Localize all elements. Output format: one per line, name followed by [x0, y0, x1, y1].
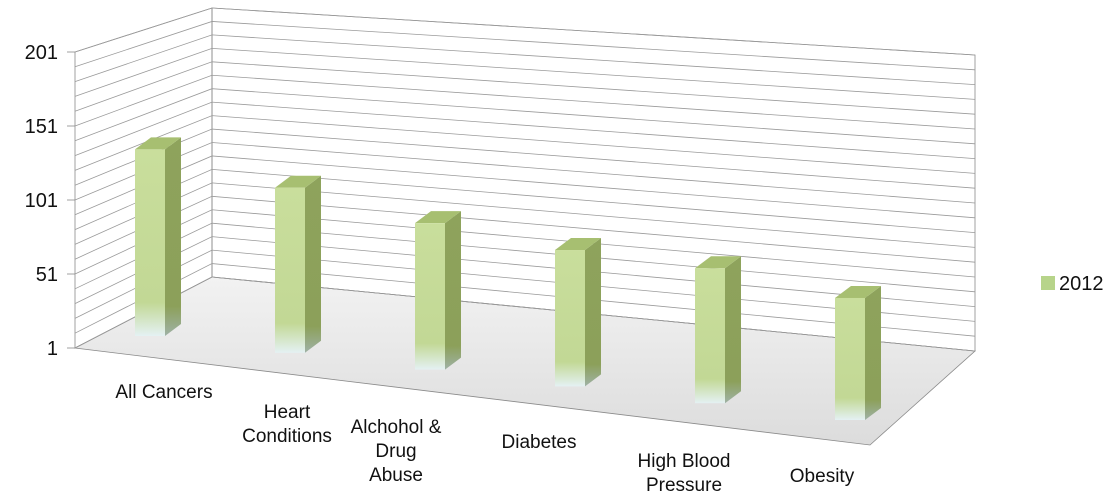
bars	[135, 137, 881, 420]
category-label: High Blood	[638, 451, 731, 472]
bar-side	[305, 175, 321, 353]
category-label: Heart	[264, 402, 311, 423]
category-label: Drug	[375, 441, 416, 462]
legend-label: 2012	[1059, 273, 1104, 295]
gridline	[74, 142, 976, 204]
gridline	[74, 195, 976, 263]
y-tick-label: 201	[25, 42, 58, 64]
bar	[835, 297, 865, 420]
category-label: Conditions	[242, 426, 332, 447]
y-tick-label: 51	[36, 264, 58, 286]
bar-top	[135, 137, 181, 150]
gridline	[74, 128, 976, 189]
gridlines	[74, 7, 976, 352]
gridline	[74, 7, 976, 56]
gridline	[74, 88, 976, 145]
bar-side	[865, 285, 881, 420]
gridline	[74, 47, 976, 100]
bar-side	[725, 256, 741, 404]
category-label: Diabetes	[502, 432, 577, 453]
category-label: Pressure	[646, 475, 722, 496]
bar	[135, 149, 165, 336]
category-label: All Cancers	[115, 382, 212, 403]
bar-side	[585, 238, 601, 387]
bar-side	[445, 211, 461, 370]
bar-top	[555, 238, 601, 251]
bar-side	[165, 137, 181, 336]
bar-top	[415, 211, 461, 224]
category-label: Obesity	[790, 466, 855, 487]
y-tick-label: 151	[25, 116, 58, 138]
category-label: Abuse	[369, 465, 423, 486]
y-tick-label: 101	[25, 190, 58, 212]
y-tick-label: 1	[47, 338, 58, 360]
gridline	[74, 34, 976, 85]
gridline	[74, 21, 976, 71]
gridline	[74, 168, 976, 233]
gridline	[74, 74, 976, 130]
bar	[275, 187, 305, 353]
gridline	[74, 101, 976, 159]
bar-top	[275, 175, 321, 188]
gridline	[74, 61, 976, 115]
bar	[695, 268, 725, 404]
category-label: Alchohol &	[351, 417, 442, 438]
category-labels: All Cancers Heart Conditions Alchohol & Drug…	[115, 382, 854, 496]
gridline	[74, 155, 976, 219]
legend: 2012	[1041, 273, 1104, 295]
gridline	[74, 182, 976, 248]
gridline	[74, 115, 976, 174]
legend-swatch	[1041, 276, 1055, 290]
bar-top	[835, 285, 881, 298]
gridline	[74, 209, 976, 278]
bar	[415, 223, 445, 370]
bar-top	[695, 256, 741, 269]
bar	[555, 250, 585, 387]
